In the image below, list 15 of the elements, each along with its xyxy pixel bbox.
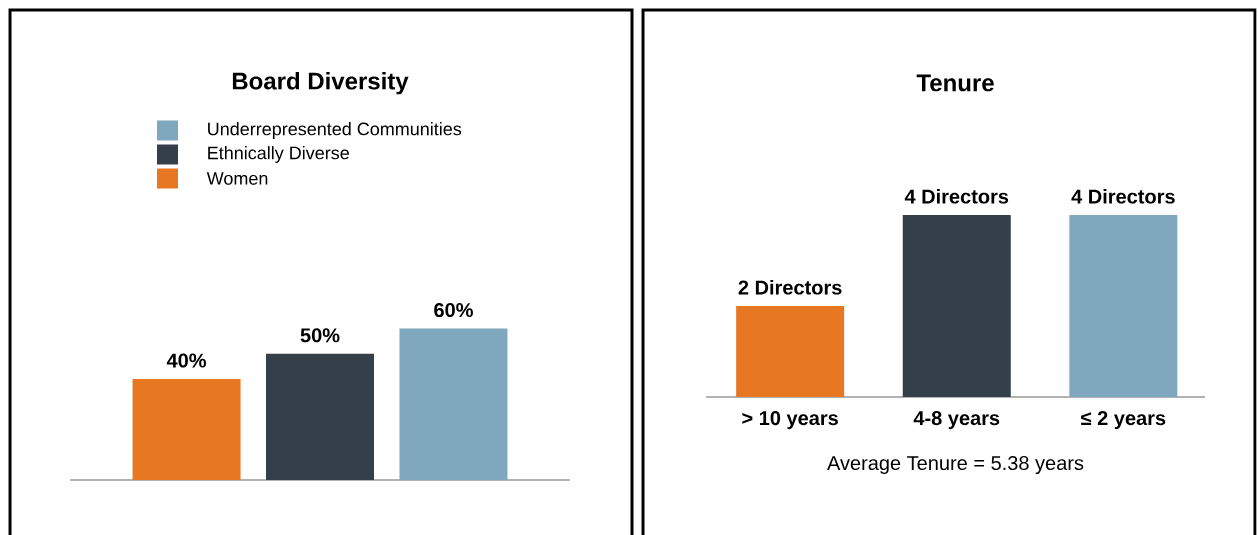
data-label: 4 Directors xyxy=(904,188,1009,204)
x-tick-label: ≤ 2 years xyxy=(1081,411,1166,430)
x-tick-label: 4-8 years xyxy=(913,411,1000,430)
data-label: 2 Directors xyxy=(738,279,842,295)
text: Average Tenure = 5.38 years xyxy=(827,455,1084,475)
x-tick-label: > 10 years xyxy=(742,411,838,430)
data-label: 40% xyxy=(166,353,207,368)
data-label: 4 Directors xyxy=(1071,188,1175,204)
legend-label: Underrepresented Communities xyxy=(208,122,462,139)
legend-label: Ethnically Diverse xyxy=(208,146,349,163)
data-label: 60% xyxy=(434,302,473,318)
chart-title: Board Diversity xyxy=(232,71,409,95)
chart-title: Tenure xyxy=(916,74,994,92)
data-label: 50% xyxy=(300,328,340,343)
legend-label: Women xyxy=(206,172,268,185)
